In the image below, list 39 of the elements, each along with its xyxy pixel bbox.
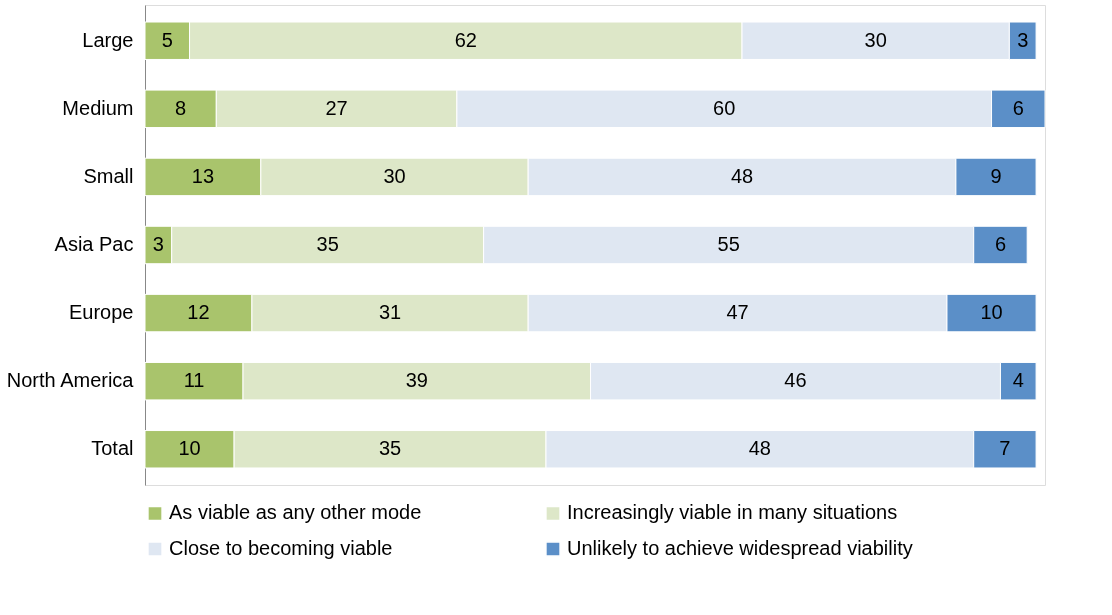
y-tick-label: Small (83, 164, 134, 187)
data-label: 35 (378, 437, 402, 460)
data-label: 31 (378, 301, 402, 324)
data-label: 30 (383, 164, 406, 187)
data-label: 48 (730, 164, 754, 187)
data-label: 5 (161, 28, 173, 51)
data-label: 55 (717, 233, 740, 255)
data-label: 6 (1012, 96, 1024, 119)
data-label: 8 (175, 96, 187, 119)
data-label: 9 (990, 164, 1002, 187)
data-label: 4 (1012, 369, 1024, 392)
y-tick-label: Asia Pac (54, 233, 134, 255)
legend-label: As viable as any other mode (169, 501, 422, 524)
y-tick-label: Total (91, 437, 134, 460)
data-label: 3 (152, 233, 164, 255)
data-label: 47 (726, 301, 749, 324)
data-label: 13 (191, 164, 215, 187)
data-label: 12 (187, 301, 210, 324)
data-label: 6 (994, 233, 1007, 255)
y-tick-label: North America (6, 369, 135, 392)
y-tick-label: Large (82, 28, 134, 51)
data-label: 11 (183, 369, 205, 392)
data-label: 62 (454, 28, 477, 51)
data-label: 7 (999, 437, 1011, 460)
data-label: 48 (748, 437, 771, 460)
data-label: 35 (316, 233, 339, 255)
legend-label: Close to becoming viable (169, 537, 393, 559)
data-label: 39 (405, 369, 428, 392)
y-tick-label: Medium (62, 96, 134, 119)
data-label: 30 (864, 28, 887, 51)
data-label: 60 (713, 96, 736, 119)
data-label: 27 (325, 96, 348, 119)
data-label: 10 (178, 437, 201, 460)
legend-label: Increasingly viable in many situations (567, 501, 898, 524)
data-label: 3 (1017, 28, 1029, 51)
y-tick-label: Europe (69, 301, 134, 324)
data-label: 10 (980, 301, 1003, 324)
data-label: 46 (784, 369, 807, 392)
legend-label: Unlikely to achieve widespread viability (567, 537, 913, 559)
